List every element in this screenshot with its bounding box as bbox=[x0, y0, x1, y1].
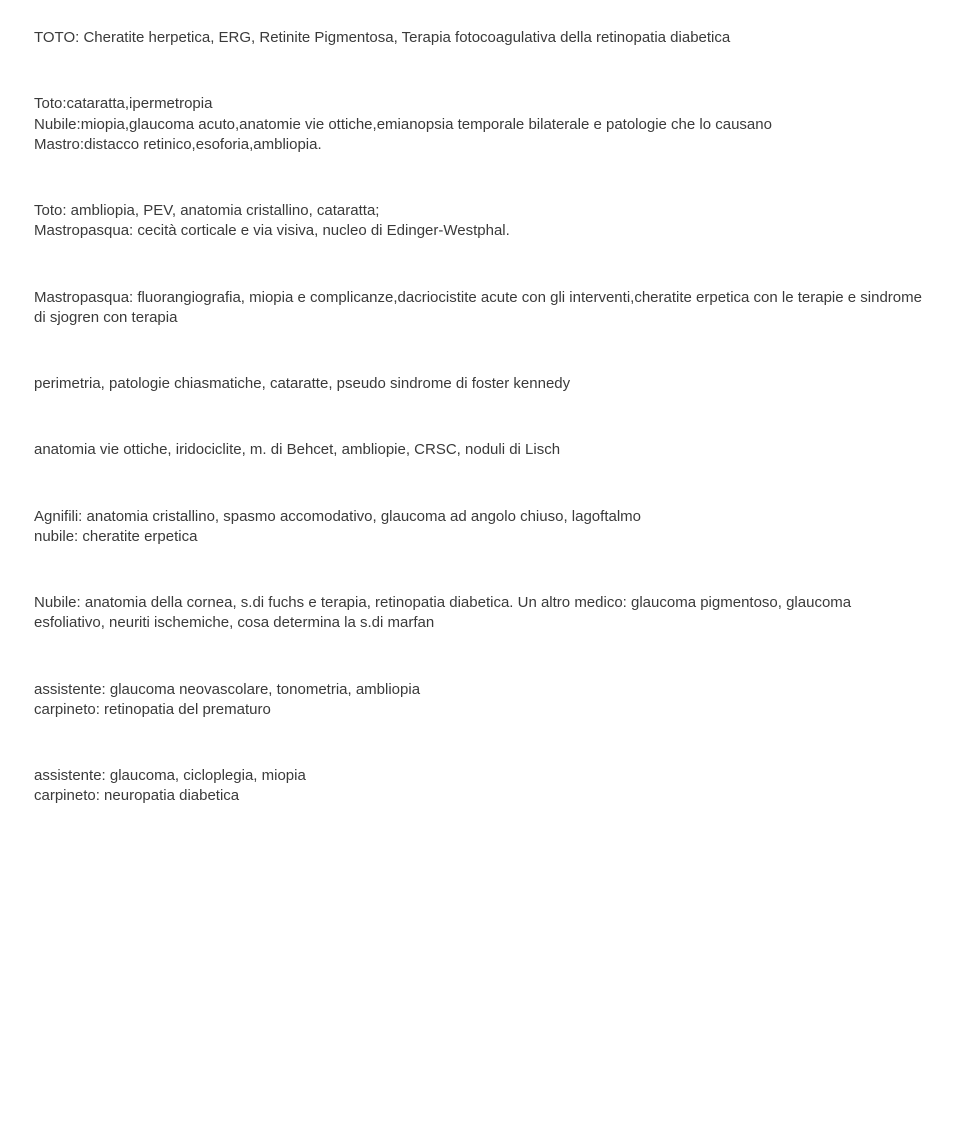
paragraph: Agnifili: anatomia cristallino, spasmo a… bbox=[34, 507, 926, 548]
text-line: TOTO: Cheratite herpetica, ERG, Retinite… bbox=[34, 28, 926, 48]
text-line: nubile: cheratite erpetica bbox=[34, 527, 926, 547]
paragraph: TOTO: Cheratite herpetica, ERG, Retinite… bbox=[34, 28, 926, 48]
text-line: Nubile:miopia,glaucoma acuto,anatomie vi… bbox=[34, 115, 926, 135]
text-line: Toto:cataratta,ipermetropia bbox=[34, 94, 926, 114]
paragraph: anatomia vie ottiche, iridociclite, m. d… bbox=[34, 440, 926, 460]
text-line: Toto: ambliopia, PEV, anatomia cristalli… bbox=[34, 201, 926, 221]
paragraph: Mastropasqua: fluorangiografia, miopia e… bbox=[34, 288, 926, 329]
text-line: anatomia vie ottiche, iridociclite, m. d… bbox=[34, 440, 926, 460]
paragraph: Toto:cataratta,ipermetropiaNubile:miopia… bbox=[34, 94, 926, 155]
text-line: Mastropasqua: cecità corticale e via vis… bbox=[34, 221, 926, 241]
text-line: assistente: glaucoma, cicloplegia, miopi… bbox=[34, 766, 926, 786]
paragraph: assistente: glaucoma neovascolare, tonom… bbox=[34, 680, 926, 721]
text-line: Nubile: anatomia della cornea, s.di fuch… bbox=[34, 593, 926, 634]
text-line: Mastro:distacco retinico,esoforia,amblio… bbox=[34, 135, 926, 155]
text-line: carpineto: neuropatia diabetica bbox=[34, 786, 926, 806]
document-body: TOTO: Cheratite herpetica, ERG, Retinite… bbox=[34, 28, 926, 807]
paragraph: Nubile: anatomia della cornea, s.di fuch… bbox=[34, 593, 926, 634]
text-line: perimetria, patologie chiasmatiche, cata… bbox=[34, 374, 926, 394]
text-line: carpineto: retinopatia del prematuro bbox=[34, 700, 926, 720]
text-line: Agnifili: anatomia cristallino, spasmo a… bbox=[34, 507, 926, 527]
paragraph: assistente: glaucoma, cicloplegia, miopi… bbox=[34, 766, 926, 807]
text-line: Mastropasqua: fluorangiografia, miopia e… bbox=[34, 288, 926, 329]
paragraph: perimetria, patologie chiasmatiche, cata… bbox=[34, 374, 926, 394]
text-line: assistente: glaucoma neovascolare, tonom… bbox=[34, 680, 926, 700]
paragraph: Toto: ambliopia, PEV, anatomia cristalli… bbox=[34, 201, 926, 242]
